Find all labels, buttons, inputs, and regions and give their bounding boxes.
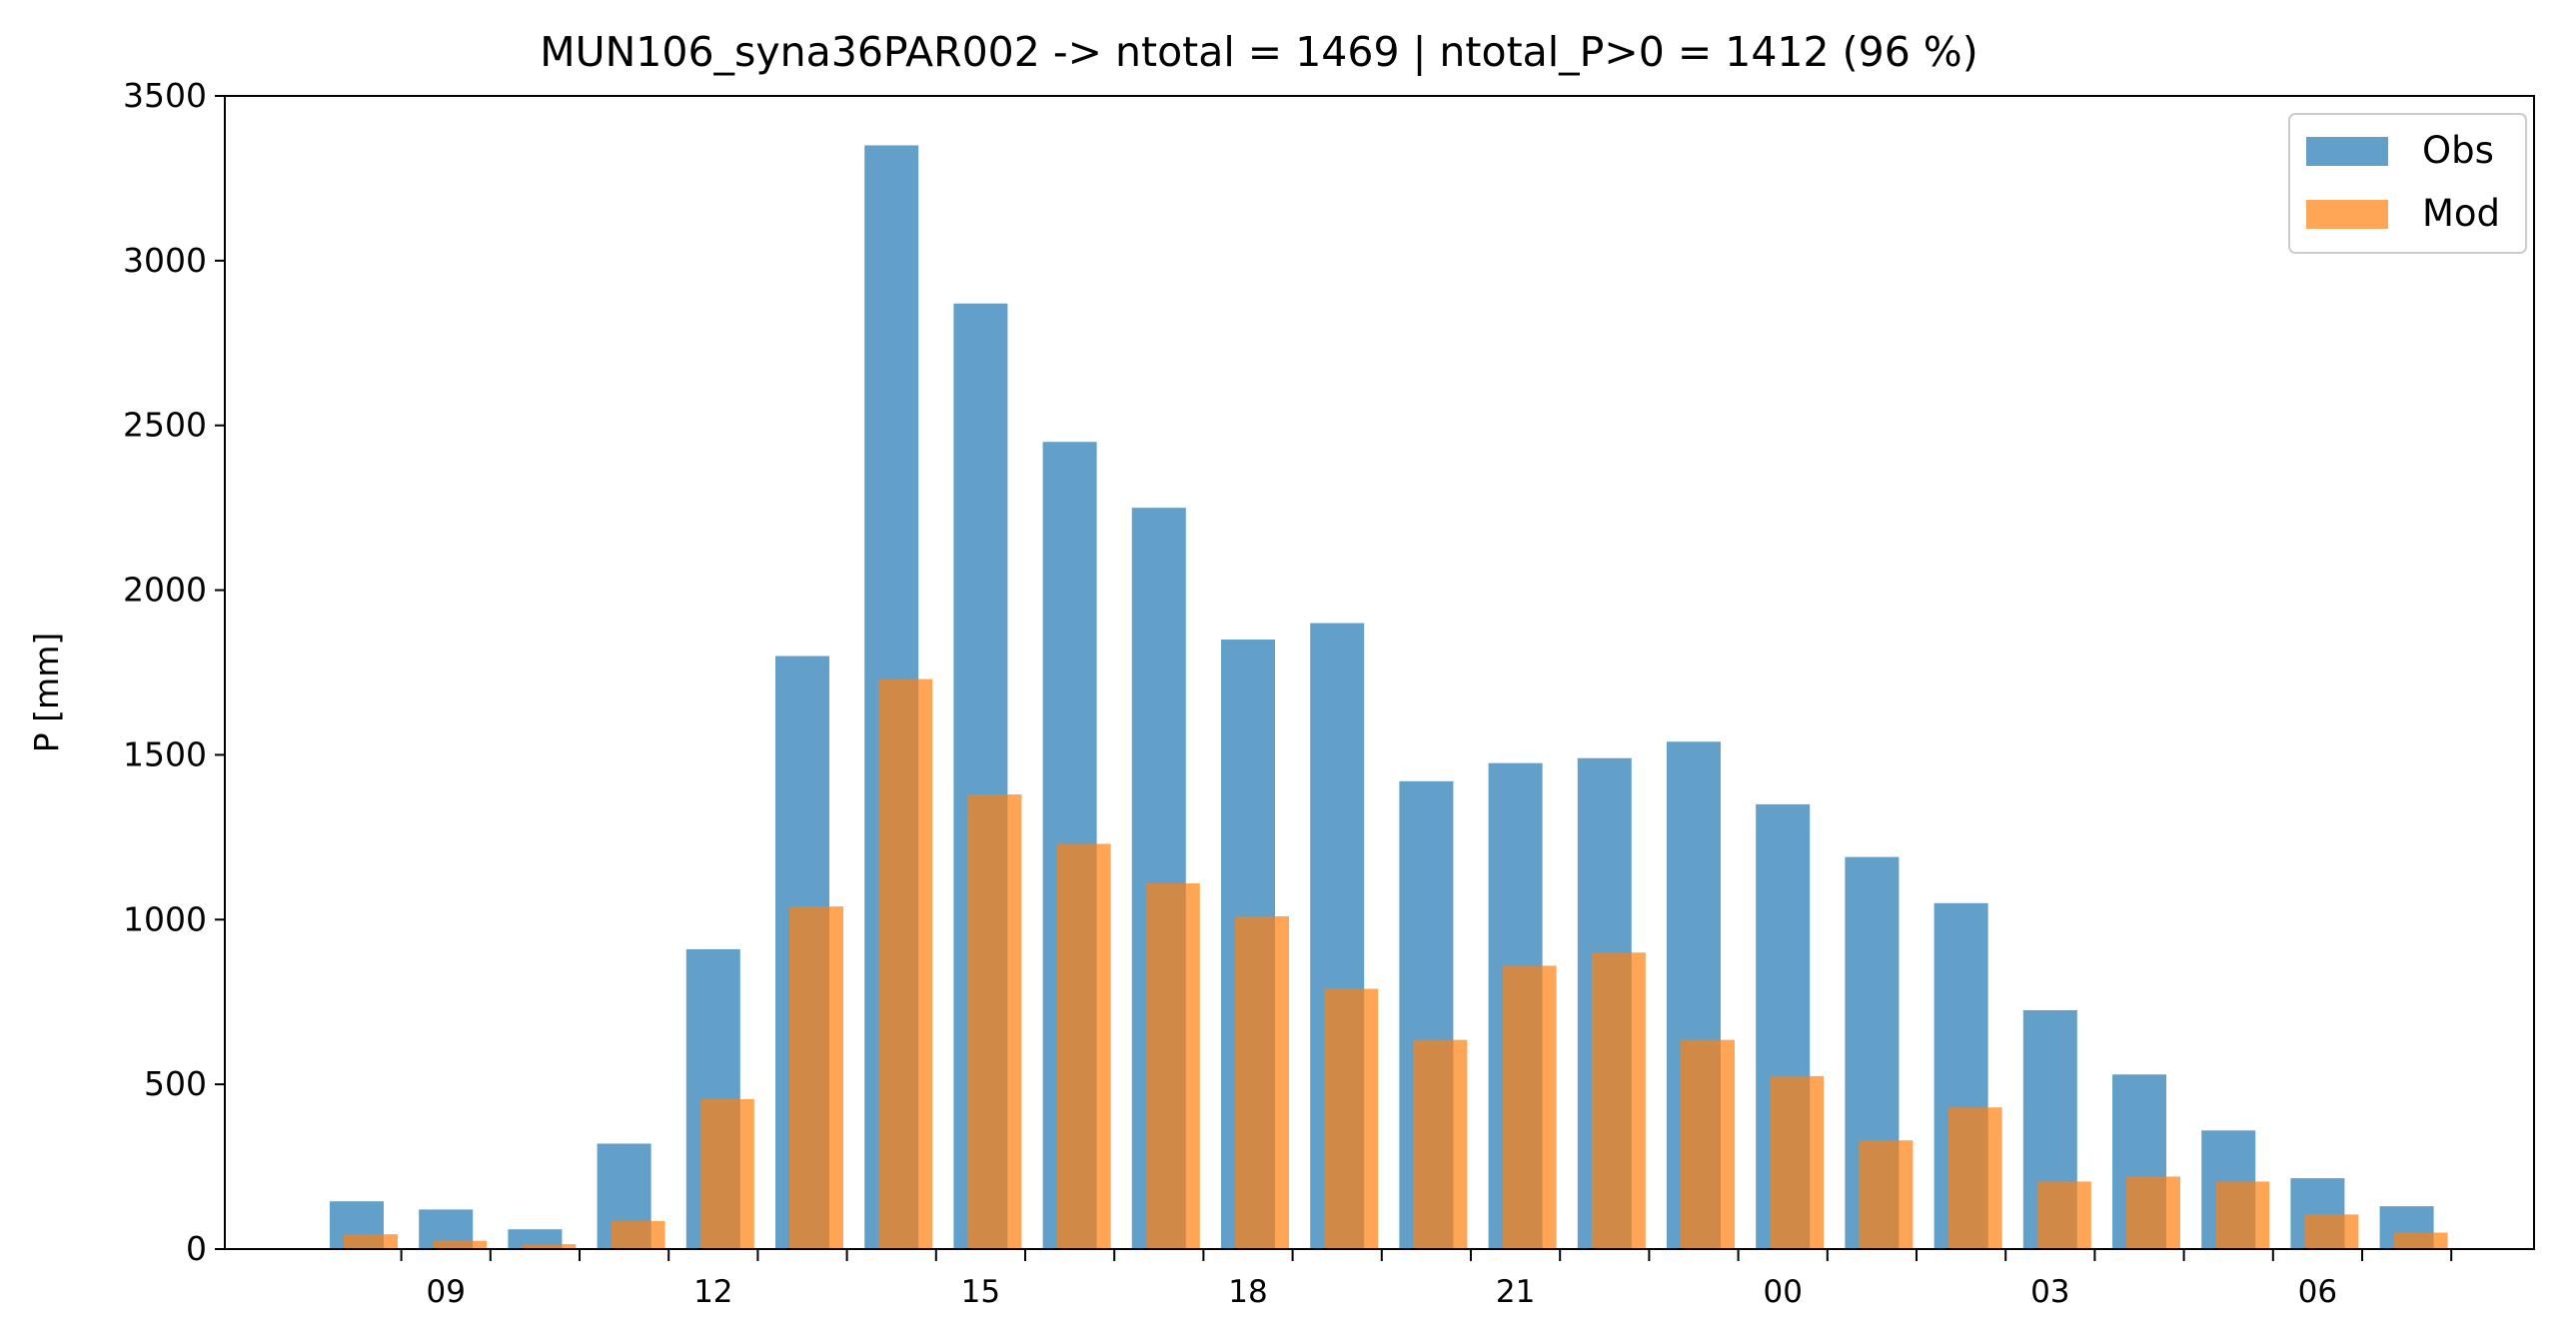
bar-mod [2393, 1232, 2448, 1249]
x-tick-label: 12 [693, 1274, 732, 1310]
y-tick-label: 1500 [123, 734, 207, 773]
bar-mod [1145, 883, 1200, 1249]
legend-swatch-obs [2306, 137, 2388, 166]
legend-label-mod: Mod [2422, 192, 2500, 235]
y-tick-label: 2000 [123, 571, 207, 610]
bar-mod [699, 1098, 754, 1249]
y-tick-label: 500 [144, 1064, 207, 1103]
y-tick-label: 2500 [123, 406, 207, 445]
axes-frame [224, 95, 2535, 1250]
bar-mod [1859, 1140, 1914, 1249]
bar-mod [1502, 965, 1557, 1249]
bar-mod [611, 1220, 665, 1249]
y-tick-label: 3500 [123, 76, 207, 115]
bar-mod [789, 906, 843, 1249]
bar-mod [1947, 1107, 2002, 1249]
x-tick-label: 06 [2298, 1274, 2337, 1310]
axes-group: 0 500 1000 1500 2000 2500 3000 3500 09 12 15 18 21 00… [123, 76, 2535, 1310]
x-tick-label: 09 [426, 1274, 465, 1310]
legend-swatch-mod [2306, 200, 2388, 229]
chart-title: MUN106_syna36PAR002 -> ntotal = 1469 | n… [540, 28, 1978, 76]
bar-mod [2126, 1176, 2180, 1249]
bar-mod [1235, 915, 1289, 1249]
y-tick-label: 3000 [123, 241, 207, 280]
bar-mod [1681, 1039, 1735, 1249]
x-tick-label: 00 [1763, 1274, 1802, 1310]
bar-mod [2215, 1181, 2270, 1249]
x-tick-label: 21 [1496, 1274, 1535, 1310]
legend-label-obs: Obs [2422, 129, 2494, 172]
legend: Obs Mod [2288, 113, 2527, 254]
bar-mod [967, 793, 1022, 1249]
bar-mod [344, 1234, 398, 1249]
bar-mod [1770, 1075, 1825, 1249]
x-tick-label: 15 [961, 1274, 1000, 1310]
y-axis-label: P [mm] [27, 633, 66, 752]
bars-group [330, 145, 2448, 1250]
bar-mod [2036, 1181, 2091, 1249]
x-tick-label: 03 [2030, 1274, 2069, 1310]
x-tick-label: 18 [1228, 1274, 1267, 1310]
bar-mod [1324, 988, 1379, 1249]
bar-mod [1591, 952, 1646, 1249]
bar-mod [522, 1244, 577, 1249]
bar-mod [1056, 843, 1111, 1249]
y-tick-label: 1000 [123, 899, 207, 938]
bar-mod [433, 1240, 488, 1249]
bar-mod [2304, 1214, 2359, 1249]
bar-mod [1413, 1039, 1468, 1249]
bar-mod [878, 678, 933, 1249]
y-tick-label: 0 [186, 1229, 207, 1268]
